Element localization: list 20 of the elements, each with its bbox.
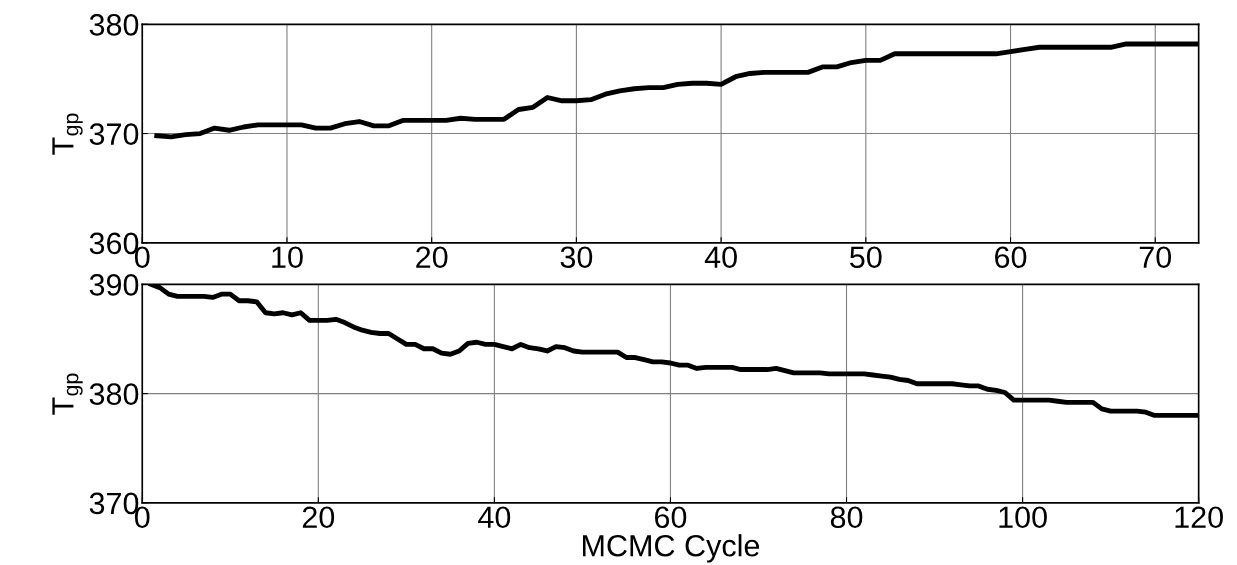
x-tick-label: 10 xyxy=(272,246,303,269)
y-tick-label: 380 xyxy=(89,14,139,36)
x-tick-label: 40 xyxy=(478,506,511,529)
y-tick-label: 370 xyxy=(89,123,139,145)
x-tick-label: 50 xyxy=(850,246,882,269)
x-tick-label: 70 xyxy=(1139,246,1172,269)
x-tick-label: 80 xyxy=(830,506,863,529)
x-tick-label: 60 xyxy=(995,246,1027,269)
x-axis-title: MCMC Cycle xyxy=(583,534,760,563)
x-tick-label: 30 xyxy=(560,246,593,269)
x-tick-label: 20 xyxy=(416,246,448,269)
y-axis-title: T$_{gp}$ xyxy=(52,373,83,415)
y-tick-label: 380 xyxy=(89,383,139,405)
y-tick-label: 390 xyxy=(89,274,139,296)
x-tick-label: 60 xyxy=(655,506,687,529)
x-tick-label: 20 xyxy=(302,506,335,529)
y-axis-title: T$_{gp}$ xyxy=(52,113,83,155)
x-tick-label: 40 xyxy=(704,246,737,269)
x-tick-label: 100 xyxy=(999,506,1047,529)
x-tick-label: 120 xyxy=(1175,506,1223,529)
